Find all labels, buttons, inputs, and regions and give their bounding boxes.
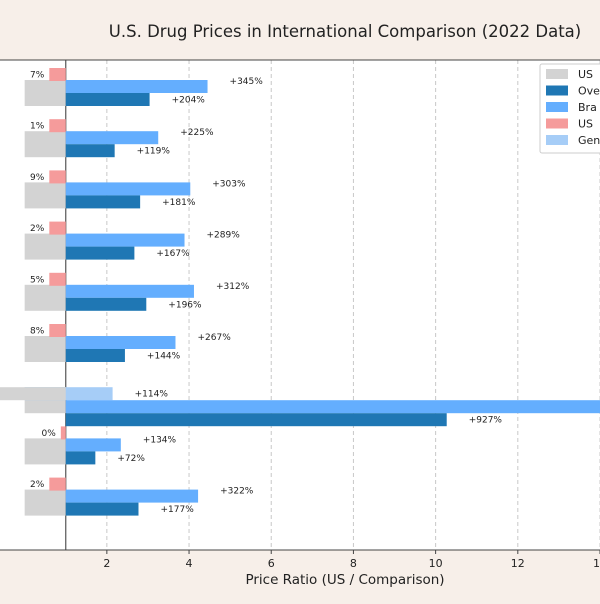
chart-title: U.S. Drug Prices in International Compar… [109,22,581,41]
overall-bar [65,246,135,260]
us-unbranded-bar [49,68,66,81]
overall-bar [65,93,150,106]
brand-data-label: +267% [197,333,231,343]
overall-data-label: +144% [147,352,181,362]
legend-entry: Bra [578,101,597,114]
us-unbranded-bar [49,272,66,286]
generic-data-label: +114% [135,390,169,400]
left-data-label: 2% [30,480,45,490]
left-data-label: 7% [30,71,45,81]
us-baseline-bar [24,336,66,362]
us-baseline-bar [24,438,66,465]
us-baseline-bar [24,80,66,106]
overall-data-label: +204% [172,96,206,106]
x-tick-label: 14 [593,557,600,570]
us-unbranded-bar [49,119,66,133]
overall-data-label: +181% [162,198,196,208]
overall-data-label: +72% [117,454,145,464]
brand-data-label: +312% [216,282,250,292]
legend-swatch [546,69,568,79]
overall-bar [65,413,447,427]
legend-entry: Gen [578,134,600,147]
us-unbranded-bar [49,477,66,491]
brand-bar [65,131,159,145]
brand-data-label: +345% [230,77,264,87]
x-tick-label: 6 [268,557,275,570]
us-unbranded-bar [49,170,66,184]
left-data-label: 8% [30,327,45,337]
overall-bar [65,451,96,465]
us-baseline-bar [24,182,66,209]
legend-entry: US [578,68,593,81]
us-baseline-overlay [0,387,66,401]
x-tick-label: 10 [429,557,443,570]
left-data-label: 2% [30,224,45,234]
legend: US Ove Bra US Gen [539,63,600,154]
legend-swatch [546,135,568,145]
us-baseline-bar [24,489,66,516]
overall-bar [65,195,141,209]
x-tick-label: 8 [350,557,357,570]
x-tick-label: 4 [186,557,193,570]
brand-bar [65,400,600,414]
brand-bar [65,489,199,503]
brand-bar [65,336,176,349]
brand-data-label: +322% [220,487,254,497]
x-ticks: 2 4 6 8 10 12 14 [103,550,600,570]
brand-data-label: +134% [143,435,177,445]
overall-data-label: +167% [156,249,190,259]
bars [0,68,600,516]
left-data-label: 5% [30,275,45,285]
left-data-label: 1% [30,122,45,132]
x-tick-label: 12 [511,557,525,570]
brand-bar [65,182,191,196]
legend-swatch [546,102,568,112]
x-tick-label: 2 [103,557,110,570]
overall-data-label: +927% [469,416,503,426]
overall-data-label: +177% [160,505,194,515]
legend-swatch [546,85,568,96]
left-data-label: 0% [42,429,57,439]
brand-bar [65,284,194,298]
brand-data-label: +225% [180,128,214,138]
us-unbranded-bar [49,221,66,235]
data-labels: 7% +345% +204% 1% +225% +119% 9% +303% +181% 2% +2… [30,71,502,516]
overall-bar [65,297,147,311]
overall-bar [65,502,139,516]
overall-bar [65,349,125,362]
brand-data-label: +303% [212,179,246,189]
brand-bar [65,438,121,452]
x-axis-label: Price Ratio (US / Comparison) [245,572,444,588]
legend-entry: US [578,118,593,131]
us-unbranded-bar [49,324,66,337]
brand-bar [65,80,208,93]
us-baseline-bar [24,131,66,158]
brand-bar [65,233,185,247]
us-unbranded-bar [60,426,66,440]
legend-entry: Ove [578,85,600,98]
left-data-label: 9% [30,173,45,183]
brand-data-label: +289% [207,231,241,241]
us-baseline-bar [24,284,66,311]
overall-data-label: +119% [137,147,171,157]
overall-bar [65,144,115,158]
legend-swatch [546,118,568,129]
us-baseline-bar [24,233,66,260]
overall-data-label: +196% [168,300,202,310]
